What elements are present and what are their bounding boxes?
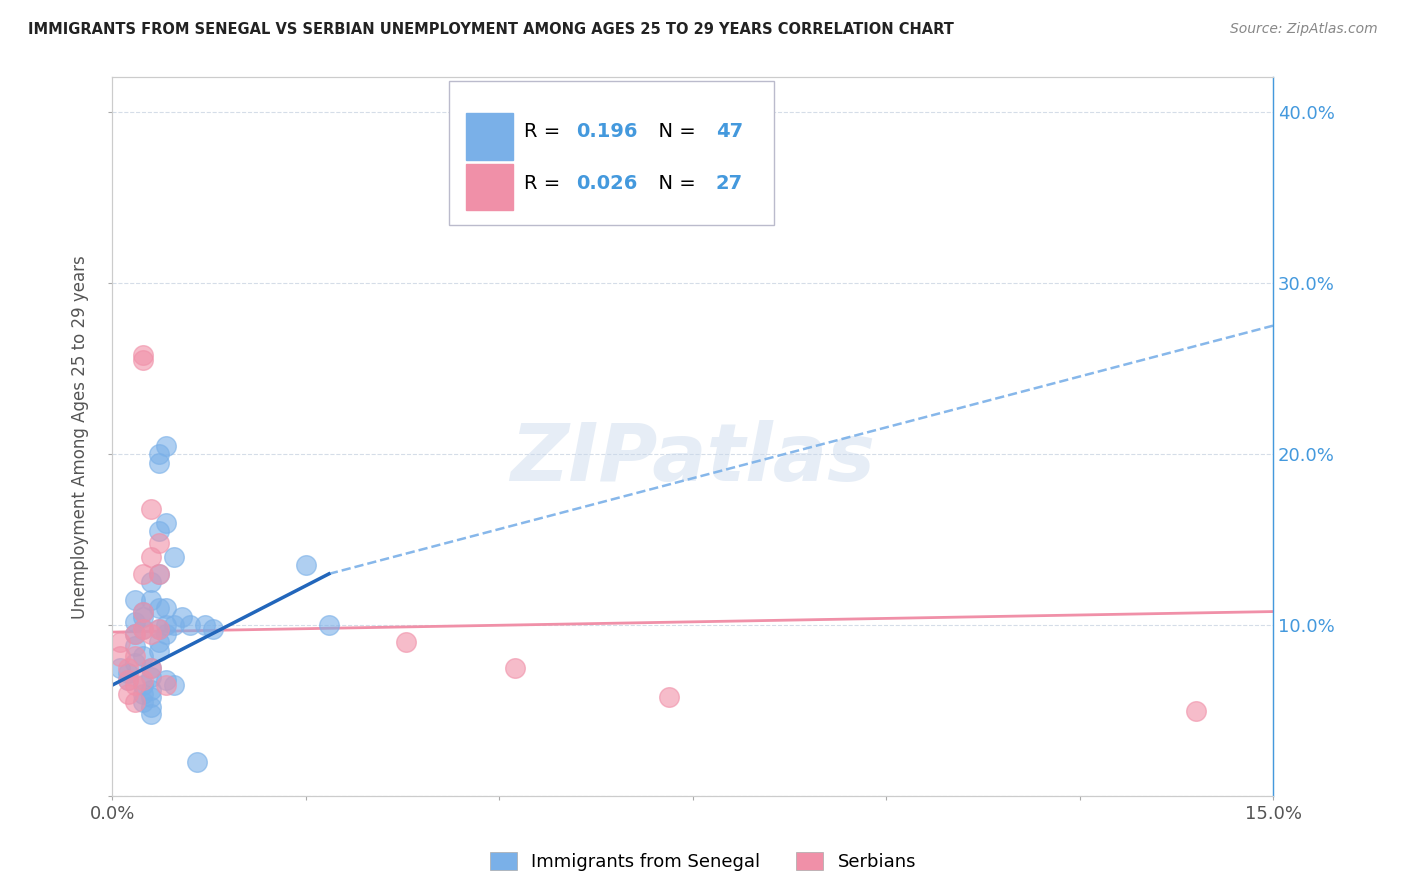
Point <box>148 644 170 658</box>
Point <box>139 683 162 698</box>
Text: ZIPatlas: ZIPatlas <box>510 419 875 498</box>
Point <box>117 673 139 687</box>
Point <box>148 622 170 636</box>
Point <box>155 673 177 687</box>
Point <box>139 592 162 607</box>
Point <box>163 678 186 692</box>
Point <box>148 524 170 538</box>
Point <box>194 618 217 632</box>
Point <box>139 661 162 675</box>
Point <box>148 622 170 636</box>
Point <box>170 609 193 624</box>
Point <box>124 656 146 670</box>
Text: IMMIGRANTS FROM SENEGAL VS SERBIAN UNEMPLOYMENT AMONG AGES 25 TO 29 YEARS CORREL: IMMIGRANTS FROM SENEGAL VS SERBIAN UNEMP… <box>28 22 955 37</box>
FancyBboxPatch shape <box>467 113 513 161</box>
Text: R =: R = <box>524 122 567 141</box>
Point <box>163 618 186 632</box>
Point <box>139 707 162 722</box>
Point <box>132 649 155 664</box>
FancyBboxPatch shape <box>449 81 773 225</box>
Point <box>132 605 155 619</box>
FancyBboxPatch shape <box>467 164 513 211</box>
Point <box>132 348 155 362</box>
Point <box>132 678 155 692</box>
Point <box>124 615 146 629</box>
Point <box>139 690 162 705</box>
Point <box>139 670 162 684</box>
Point <box>148 566 170 581</box>
Point <box>139 575 162 590</box>
Point <box>132 352 155 367</box>
Point <box>124 627 146 641</box>
Point <box>139 549 162 564</box>
Point <box>148 601 170 615</box>
Point <box>148 536 170 550</box>
Point <box>124 592 146 607</box>
Point <box>1184 704 1206 718</box>
Point <box>155 678 177 692</box>
Point <box>132 609 155 624</box>
Point <box>132 687 155 701</box>
Point <box>148 456 170 470</box>
Text: 27: 27 <box>716 174 742 194</box>
Point <box>503 661 526 675</box>
Point <box>186 755 208 769</box>
Point <box>139 661 162 675</box>
Point <box>201 622 224 636</box>
Point <box>132 673 155 687</box>
Point <box>124 639 146 653</box>
Text: R =: R = <box>524 174 567 194</box>
Text: 47: 47 <box>716 122 742 141</box>
Point <box>132 695 155 709</box>
Point <box>139 627 162 641</box>
Point <box>117 666 139 681</box>
Point <box>148 447 170 461</box>
Point <box>124 649 146 664</box>
Point <box>108 649 131 664</box>
Point <box>155 627 177 641</box>
Point <box>139 501 162 516</box>
Point <box>155 516 177 530</box>
Point <box>163 549 186 564</box>
Point <box>148 566 170 581</box>
Point <box>132 605 155 619</box>
Text: 0.196: 0.196 <box>576 122 638 141</box>
Point <box>179 618 201 632</box>
Point <box>132 622 155 636</box>
Legend: Immigrants from Senegal, Serbians: Immigrants from Senegal, Serbians <box>482 845 924 879</box>
Point <box>108 661 131 675</box>
Point <box>132 566 155 581</box>
Point <box>124 627 146 641</box>
Point <box>108 635 131 649</box>
Point <box>318 618 340 632</box>
Point <box>294 558 316 573</box>
Point <box>395 635 418 649</box>
Point <box>155 618 177 632</box>
Point <box>117 687 139 701</box>
Point <box>117 673 139 687</box>
Text: N =: N = <box>647 174 702 194</box>
Point <box>124 678 146 692</box>
Point <box>139 700 162 714</box>
Point <box>155 601 177 615</box>
Point <box>155 438 177 452</box>
Text: Source: ZipAtlas.com: Source: ZipAtlas.com <box>1230 22 1378 37</box>
Point <box>148 635 170 649</box>
Point <box>117 661 139 675</box>
Point <box>124 695 146 709</box>
Point <box>132 622 155 636</box>
Text: 0.026: 0.026 <box>576 174 638 194</box>
Text: N =: N = <box>647 122 702 141</box>
Point <box>658 690 681 705</box>
Y-axis label: Unemployment Among Ages 25 to 29 years: Unemployment Among Ages 25 to 29 years <box>72 255 89 619</box>
